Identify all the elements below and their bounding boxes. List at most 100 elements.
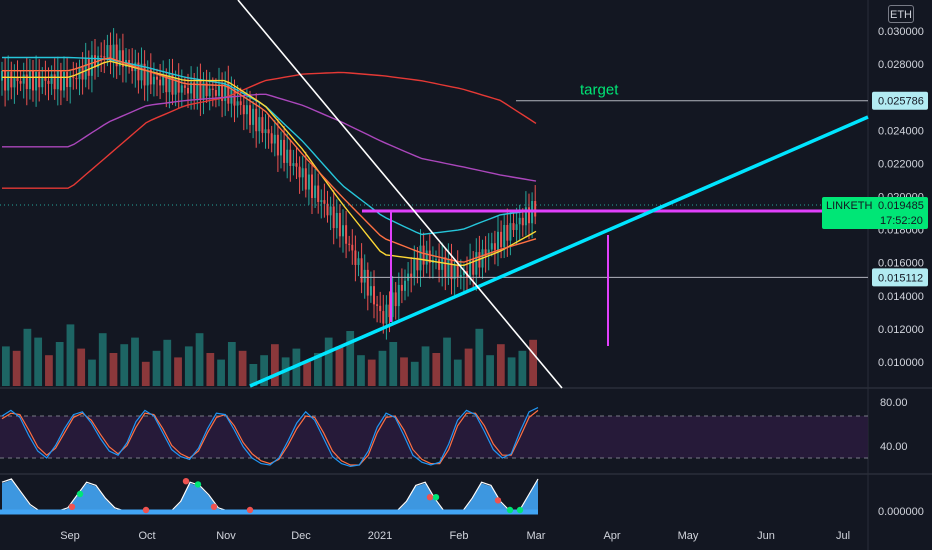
candle-body <box>301 168 304 178</box>
candle-body <box>493 243 496 250</box>
candle-body <box>410 273 413 277</box>
candle-body <box>53 74 56 90</box>
candle-body <box>335 212 338 229</box>
candle-body <box>509 223 512 241</box>
stoch-k-line <box>1 407 539 468</box>
volume-bar <box>184 346 193 386</box>
current-price-tag <box>822 197 928 230</box>
volume-bar <box>12 350 21 386</box>
moving-average-line <box>2 60 537 266</box>
stoch-tick-label: 80.00 <box>880 397 908 409</box>
candle-body <box>311 174 313 198</box>
volume-bar <box>443 337 451 386</box>
candle-body <box>75 78 78 80</box>
candle-body <box>177 77 180 93</box>
stoch-d-line <box>1 409 539 466</box>
candle-body <box>171 74 174 95</box>
candle-body <box>156 76 158 80</box>
candle-body <box>444 257 447 277</box>
candle-body <box>320 200 323 202</box>
candle-body <box>524 207 527 226</box>
candle-body <box>44 77 47 81</box>
level-price-tag-text: 0.015112 <box>878 272 923 284</box>
volume-bar <box>141 361 150 386</box>
currency-badge[interactable]: ETH <box>888 5 914 23</box>
volume-bar <box>303 361 312 386</box>
y-tick-label: 0.028000 <box>878 59 924 71</box>
x-tick-label: Sep <box>60 530 80 542</box>
volume-bar <box>131 337 139 386</box>
candle-body <box>394 292 397 307</box>
candle-body <box>28 70 31 90</box>
candle-body <box>270 133 273 144</box>
candle-body <box>121 50 124 67</box>
candle-body <box>360 258 363 283</box>
candle-body <box>152 76 155 85</box>
candle-body <box>289 149 292 166</box>
volume-bar <box>238 350 247 386</box>
momentum-tick-label: 0.000000 <box>878 506 924 518</box>
candle-body <box>205 82 208 97</box>
volume-bar <box>400 357 408 386</box>
volume-bar <box>195 333 204 386</box>
candle-body <box>106 45 109 58</box>
y-tick-label: 0.030000 <box>878 26 924 38</box>
volume-bar <box>432 353 441 386</box>
candle-body <box>366 269 369 296</box>
volume-bar <box>23 328 32 386</box>
candle-body <box>103 56 106 58</box>
candle-body <box>338 212 341 237</box>
candle-body <box>388 304 391 318</box>
candle-body <box>196 79 199 99</box>
momentum-signal-dot <box>142 506 150 514</box>
volume-bar <box>496 344 505 386</box>
candle-body <box>345 225 348 244</box>
volume-bar <box>410 361 419 386</box>
moving-average-line <box>2 71 537 189</box>
momentum-signal-dot <box>246 506 254 514</box>
candle-body <box>428 250 431 263</box>
candle-body <box>146 69 149 86</box>
candle-body <box>373 286 375 305</box>
candle-body <box>283 139 286 163</box>
candle-body <box>484 249 487 257</box>
candle-body <box>462 271 465 275</box>
volume-bar <box>453 359 462 386</box>
x-tick-label: May <box>678 530 699 542</box>
candle-body <box>292 163 295 166</box>
candle-body <box>115 44 118 67</box>
volume-bar <box>163 339 172 386</box>
candle-body <box>276 134 279 156</box>
candle-body <box>199 79 202 100</box>
candle-body <box>342 225 344 237</box>
candle-body <box>534 201 537 217</box>
candle-body <box>183 85 186 88</box>
momentum-signal-dot <box>68 503 76 510</box>
volume-bar <box>367 359 376 386</box>
candle-body <box>314 185 317 198</box>
candle-body <box>227 82 230 104</box>
candle-body <box>233 89 236 106</box>
candle-body <box>404 280 406 291</box>
candle-body <box>4 70 7 91</box>
moving-average-line <box>2 93 537 182</box>
candle-body <box>118 50 121 67</box>
candle-body <box>497 231 499 250</box>
candle-body <box>354 250 357 265</box>
candle-body <box>143 63 146 86</box>
y-tick-label: 0.022000 <box>878 158 924 170</box>
candle-body <box>131 64 134 72</box>
y-tick-label: 0.014000 <box>878 291 924 303</box>
volume-bar <box>66 324 75 386</box>
current-symbol-text: LINKETH <box>826 200 873 212</box>
volume-bar <box>120 344 129 386</box>
x-tick-label: Apr <box>603 530 620 542</box>
candle-body <box>286 149 289 163</box>
candle-body <box>413 257 416 277</box>
volume-bar <box>152 350 161 386</box>
candle-body <box>224 82 227 102</box>
candle-body <box>137 62 140 81</box>
candle-body <box>35 71 38 91</box>
candle-body <box>512 223 515 231</box>
